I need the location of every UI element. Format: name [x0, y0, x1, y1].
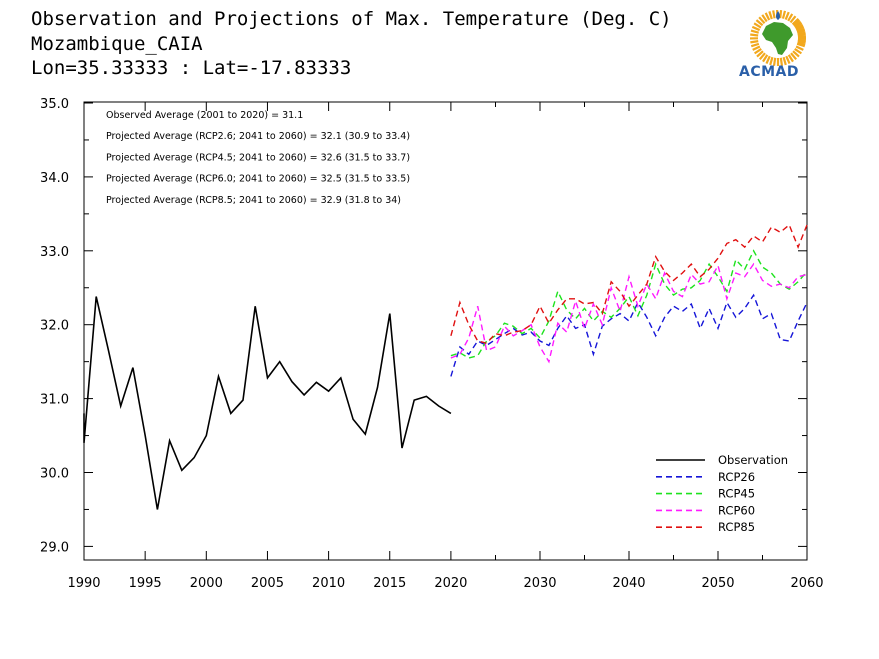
acmad-logo	[738, 8, 818, 86]
africa-map-icon	[749, 9, 807, 66]
chart-title: Observation and Projections of Max. Temp…	[31, 8, 672, 30]
logo-text: ACMAD	[739, 64, 799, 80]
series-line-rcp26	[450, 293, 808, 377]
location-name: Mozambique_CAIA	[31, 33, 203, 55]
x-tick-label: 2060	[790, 576, 823, 591]
legend-label: RCP26	[718, 470, 755, 484]
series-line-observation	[83, 296, 452, 510]
x-tick-label: 1995	[129, 576, 162, 591]
x-tick-label: 1990	[67, 576, 100, 591]
x-tick-label: 2020	[434, 576, 467, 591]
y-tick-label: 33.0	[40, 245, 69, 260]
y-tick-label: 29.0	[40, 540, 69, 555]
y-tick-label: 34.0	[40, 171, 69, 186]
average-annotation: Projected Average (RCP4.5; 2041 to 2060)…	[106, 152, 410, 163]
y-tick-label: 32.0	[40, 319, 69, 334]
legend-label: Observation	[718, 453, 788, 467]
legend-label: RCP45	[718, 487, 755, 501]
location-coordinates: Lon=35.33333 : Lat=-17.83333	[31, 57, 352, 79]
y-tick-label: 31.0	[40, 393, 69, 408]
x-tick-label: 2000	[190, 576, 223, 591]
y-tick-label: 35.0	[40, 97, 69, 112]
x-tick-label: 2030	[523, 576, 556, 591]
plot-frame	[83, 101, 808, 561]
y-tick-label: 30.0	[40, 467, 69, 482]
average-annotation: Projected Average (RCP8.5; 2041 to 2060)…	[106, 195, 401, 206]
legend-label: RCP85	[718, 520, 755, 534]
x-tick-label: 2050	[701, 576, 734, 591]
water-drop-icon	[776, 11, 780, 20]
x-tick-label: 2010	[312, 576, 345, 591]
x-tick-label: 2005	[251, 576, 284, 591]
series-line-rcp45	[450, 249, 808, 359]
average-annotation: Projected Average (RCP2.6; 2041 to 2060)…	[106, 131, 410, 142]
x-tick-label: 2040	[612, 576, 645, 591]
average-annotation: Observed Average (2001 to 2020) = 31.1	[106, 110, 303, 121]
series-line-rcp85	[450, 223, 808, 344]
x-tick-label: 2015	[373, 576, 406, 591]
average-annotation: Projected Average (RCP6.0; 2041 to 2060)…	[106, 174, 410, 185]
legend-label: RCP60	[718, 503, 755, 517]
series-line-rcp60	[450, 262, 808, 364]
